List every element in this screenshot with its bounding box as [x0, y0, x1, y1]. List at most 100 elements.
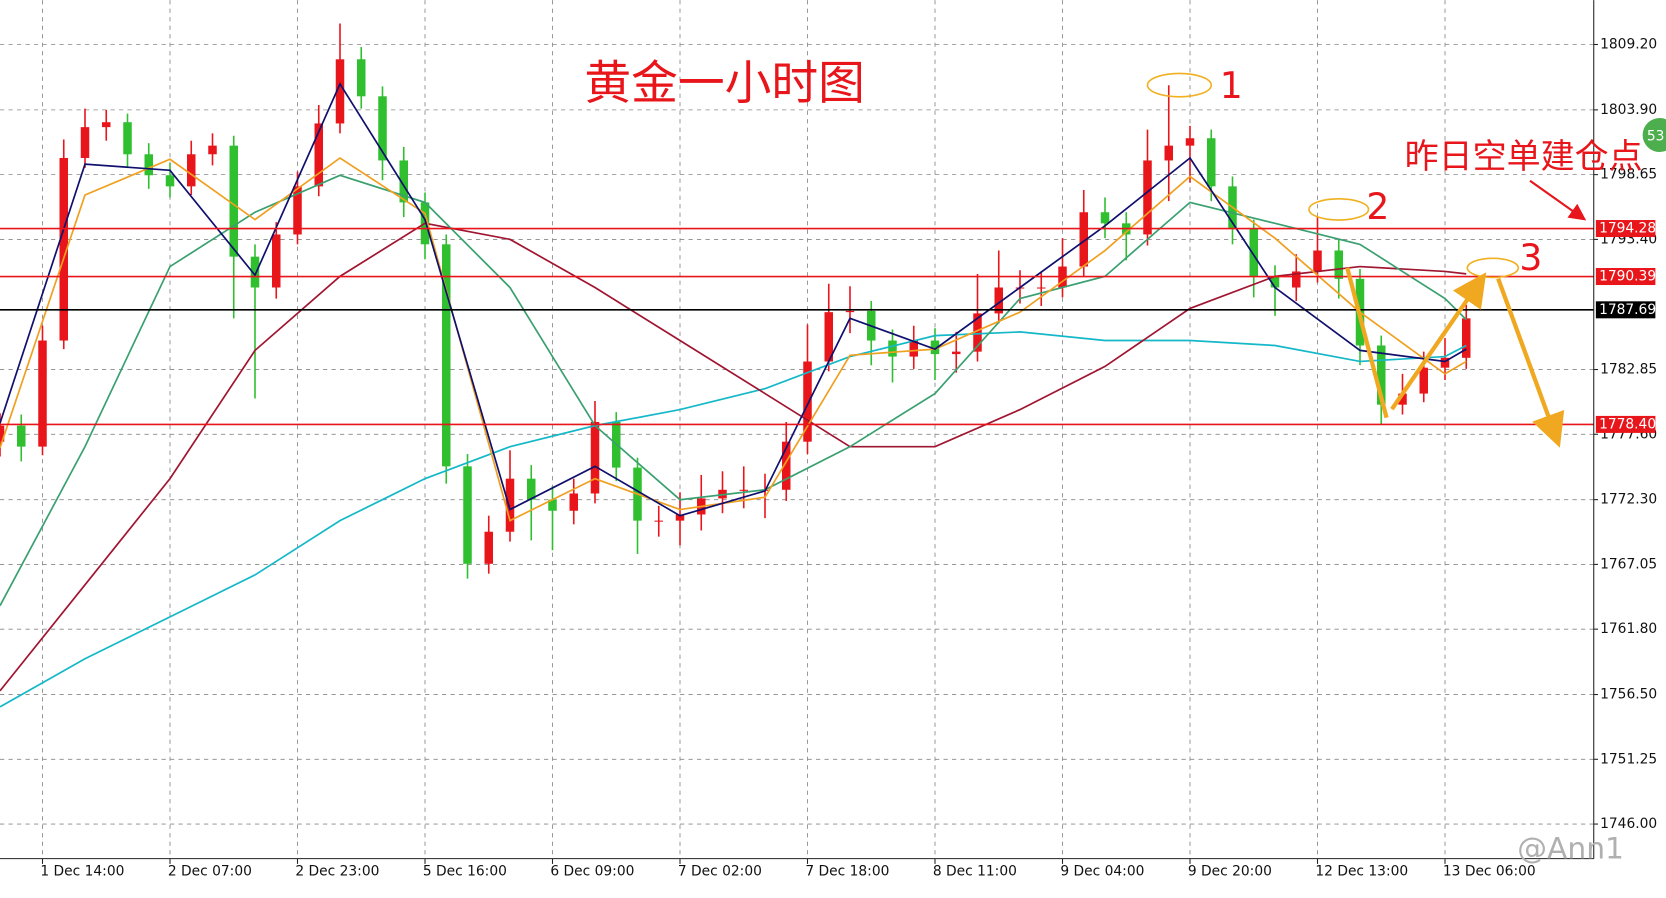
- indicator-line: [0, 331, 1467, 708]
- arrow: [1496, 277, 1565, 448]
- grid: [0, 0, 1594, 859]
- candle-body: [782, 441, 791, 490]
- y-tick-label: 1756.50: [1600, 687, 1657, 703]
- candle-body: [17, 425, 26, 447]
- candle-body: [144, 154, 153, 176]
- candle-body: [527, 478, 536, 500]
- highlight-ellipse: [1466, 257, 1520, 279]
- badge: [1642, 118, 1666, 153]
- candle-body: [590, 421, 600, 494]
- candle-body: [675, 514, 685, 521]
- candle-body: [739, 489, 748, 491]
- candle-body: [569, 493, 578, 511]
- arrow: [1390, 272, 1487, 411]
- level-label-bg: [1595, 268, 1656, 286]
- candle-body: [1164, 145, 1173, 161]
- candle-body: [654, 520, 663, 522]
- candle-body: [314, 123, 323, 187]
- candle-body: [442, 244, 451, 467]
- candle-body: [1462, 318, 1471, 358]
- candle-body: [399, 160, 408, 203]
- candle-body: [824, 312, 833, 362]
- y-tick-label: 1767.05: [1600, 556, 1657, 572]
- y-tick-label: 1746.00: [1600, 816, 1657, 832]
- candle-body: [505, 478, 515, 532]
- x-tick-label: 1 Dec 14:00: [40, 863, 124, 879]
- candle-body: [994, 287, 1003, 314]
- level-label-bg: [1595, 301, 1656, 319]
- candle-body: [1143, 160, 1152, 235]
- candle-body: [548, 499, 557, 511]
- candle-body: [80, 127, 90, 158]
- candle-body: [1249, 228, 1258, 277]
- candle-body: [1292, 271, 1301, 288]
- candle-body: [208, 145, 217, 155]
- candle-body: [484, 531, 493, 564]
- level-label: 1794.28: [1599, 221, 1656, 237]
- candle-body: [803, 361, 812, 442]
- indicator-line: [0, 82, 1467, 517]
- level-label-bg: [1595, 220, 1656, 238]
- level-label: 1778.40: [1599, 416, 1656, 432]
- candle-body: [1334, 250, 1343, 279]
- candle-body: [1100, 212, 1110, 224]
- candle-body: [293, 186, 302, 235]
- level-label: 1790.39: [1599, 269, 1656, 285]
- x-tick-label: 2 Dec 07:00: [168, 863, 252, 879]
- x-tick-label: 9 Dec 20:00: [1188, 863, 1272, 879]
- annotation: 昨日空单建仓点: [1405, 137, 1643, 177]
- candle-body: [38, 340, 47, 447]
- y-tick-label: 1809.20: [1600, 36, 1657, 52]
- x-tick-label: 2 Dec 23:00: [295, 863, 379, 879]
- highlight-ellipse: [1146, 72, 1213, 98]
- candle-body: [1207, 138, 1216, 187]
- candle-body: [102, 122, 111, 128]
- annotation: 1: [1220, 64, 1243, 107]
- x-tick-label: 9 Dec 04:00: [1060, 863, 1144, 879]
- candle-body: [1398, 393, 1407, 405]
- y-tick-label: 1751.25: [1600, 751, 1657, 767]
- highlight-ellipse: [1308, 197, 1370, 221]
- y-tick-label: 1772.30: [1600, 492, 1657, 508]
- candle-body: [0, 425, 5, 442]
- candle-body: [378, 96, 387, 161]
- x-tick-label: 7 Dec 02:00: [678, 863, 762, 879]
- candle-body: [123, 122, 132, 155]
- candle-body: [335, 59, 345, 124]
- level-label-bg: [1595, 415, 1656, 433]
- y-tick-label: 1798.65: [1600, 167, 1657, 183]
- y-tick-label: 1803.90: [1600, 102, 1657, 118]
- level-label: 1787.69: [1599, 302, 1656, 318]
- annotation: 3: [1519, 236, 1542, 279]
- candle-body: [59, 157, 68, 341]
- candle-body: [1270, 276, 1280, 288]
- candle-body: [952, 351, 961, 355]
- x-tick-label: 13 Dec 06:00: [1443, 863, 1536, 879]
- candle-body: [1419, 367, 1428, 394]
- candle-body: [165, 175, 175, 187]
- axes: 1809.201803.901798.651793.401782.851777.…: [40, 36, 1657, 879]
- candle-body: [1313, 250, 1322, 272]
- indicator-line: [0, 156, 1467, 522]
- candle-body: [187, 154, 196, 187]
- candle-body: [845, 310, 855, 313]
- candle-body: [1440, 357, 1450, 368]
- candle-body: [1079, 212, 1088, 267]
- x-tick-label: 5 Dec 16:00: [423, 863, 507, 879]
- candle-body: [463, 466, 472, 564]
- arrow: [1345, 267, 1389, 419]
- candle-body: [1185, 138, 1195, 146]
- candle-body: [1037, 287, 1046, 289]
- x-tick-label: 6 Dec 09:00: [550, 863, 634, 879]
- x-tick-label: 7 Dec 18:00: [805, 863, 889, 879]
- candle-body: [250, 256, 260, 288]
- plot-area: [0, 23, 1594, 708]
- annotation: 2: [1366, 185, 1389, 228]
- candle-body: [909, 340, 918, 357]
- watermark: @Ann1: [1517, 832, 1624, 867]
- candle-body: [930, 340, 940, 355]
- candle-body: [229, 145, 238, 257]
- badge-text: 53: [1647, 128, 1665, 144]
